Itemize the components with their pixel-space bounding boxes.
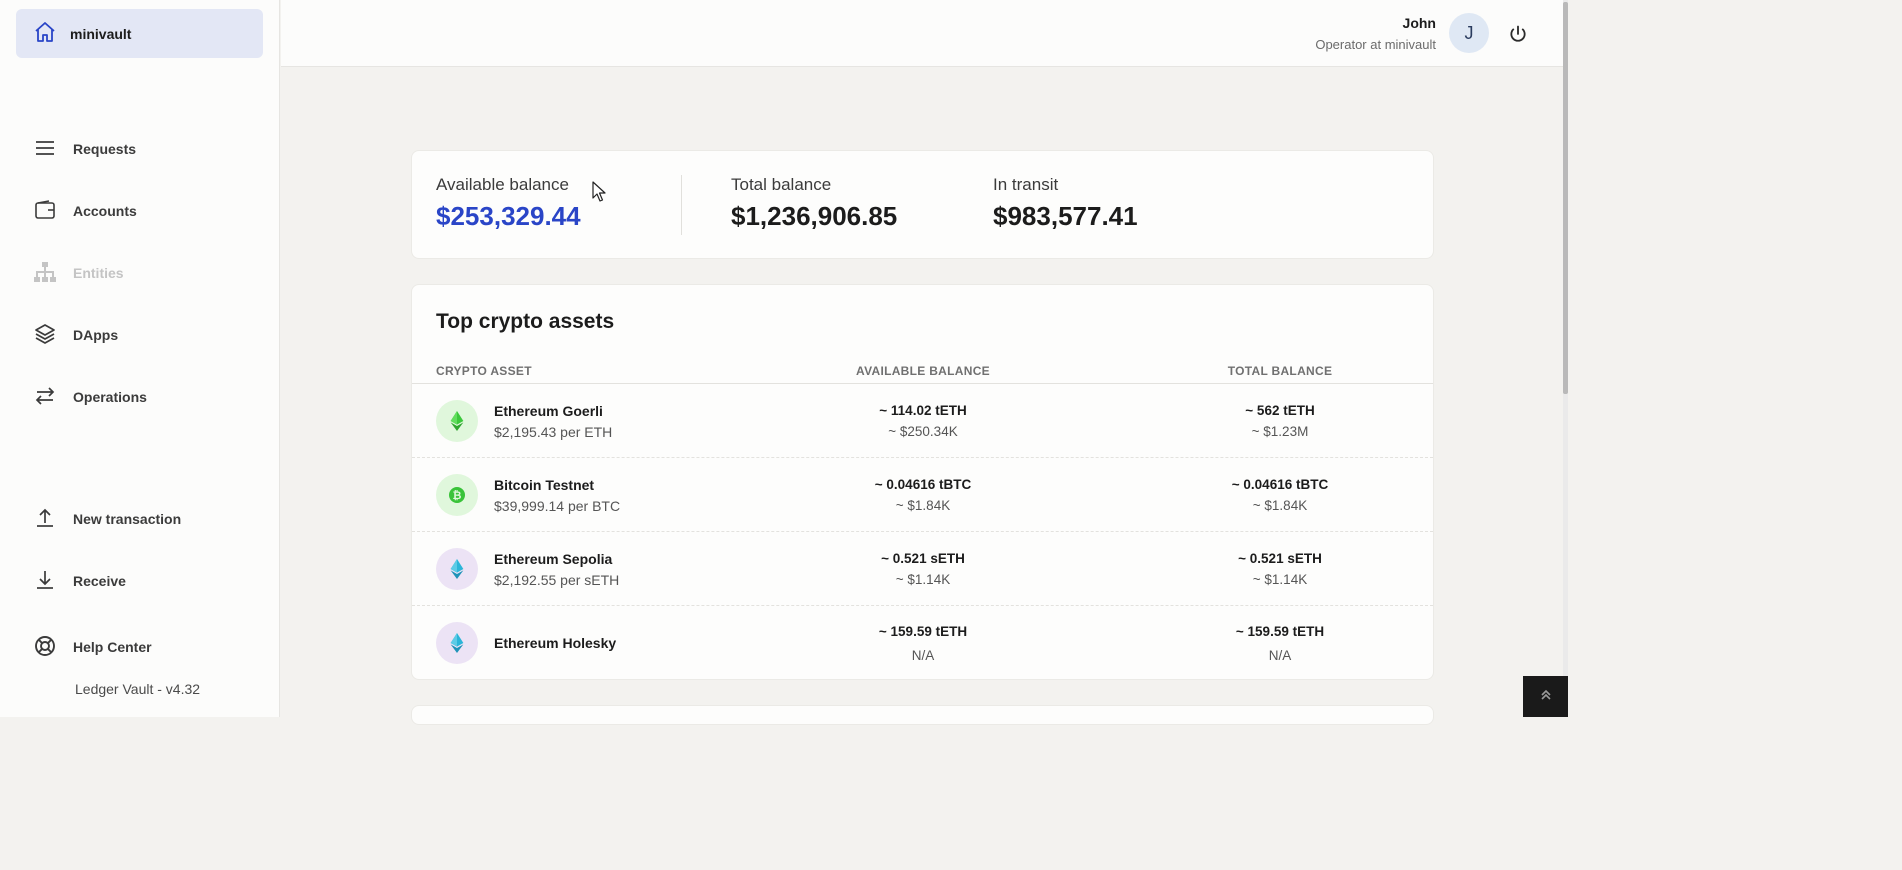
asset-price: $39,999.14 per BTC [494,498,621,514]
available-fiat: ~ $1.14K [895,572,951,587]
nav-label: Accounts [73,203,137,219]
double-chevron-up-icon [1540,688,1552,706]
asset-row[interactable]: Ethereum Holesky ~ 159.59 tETH N/A ~ 159… [412,605,1433,679]
top-crypto-assets-card: Top crypto assets CRYPTO ASSET AVAILABLE… [411,284,1434,680]
nav-dapps[interactable]: DApps [33,323,118,347]
asset-name: Ethereum Sepolia [494,551,613,567]
total-balance-label: Total balance [731,175,832,194]
menu-icon [33,136,57,163]
nav-label: Entities [73,265,124,281]
in-transit: In transit $983,577.41 [993,175,1138,232]
asset-row[interactable]: Ethereum Sepolia $2,192.55 per sETH ~ 0.… [412,531,1433,605]
divider [681,175,682,235]
column-header-asset: CRYPTO ASSET [436,364,532,378]
user-role: Operator at minivault [1315,37,1436,52]
total-amount: ~ 0.04616 tBTC [1231,477,1329,492]
hierarchy-icon [33,260,57,287]
available-amount: ~ 114.02 tETH [879,403,967,418]
total-balance: Total balance $1,236,906.85 [731,175,897,232]
column-header-total: TOTAL BALANCE [1227,364,1333,378]
total-balance-value: $1,236,906.85 [731,201,898,231]
nav-label: New transaction [73,511,182,527]
total-amount: ~ 562 tETH [1245,403,1315,418]
ethereum-icon [436,548,478,590]
nav-label: Receive [73,573,126,589]
nav-label: DApps [73,327,119,343]
available-fiat: ~ $1.84K [895,498,951,513]
scrollbar-thumb[interactable] [1563,2,1568,394]
home-icon [33,20,57,47]
nav-label: Requests [73,141,137,157]
asset-name: Ethereum Holesky [494,635,617,651]
asset-row[interactable]: Ethereum Goerli $2,195.43 per ETH ~ 114.… [412,383,1433,457]
scroll-to-top-button[interactable] [1523,676,1568,717]
user-name: John [1402,15,1436,31]
page-scrollbar[interactable] [1563,0,1568,717]
mouse-cursor-icon [592,181,606,208]
available-amount: ~ 159.59 tETH [878,624,968,639]
balance-summary-card: Available balance $253,329.44 Total bala… [411,150,1434,259]
in-transit-value: $983,577.41 [993,201,1138,231]
asset-name: Bitcoin Testnet [494,477,595,493]
total-fiat: ~ $1.14K [1252,572,1308,587]
upload-icon [33,506,57,533]
asset-price: $2,195.43 per ETH [494,424,613,440]
download-icon [33,568,57,595]
total-fiat: N/A [1268,648,1292,663]
asset-row[interactable]: ₿ Bitcoin Testnet $39,999.14 per BTC ~ 0… [412,457,1433,531]
nav-new-transaction[interactable]: New transaction [33,507,181,531]
nav-accounts[interactable]: Accounts [33,199,137,223]
nav-label: Operations [73,389,147,405]
section-title: Top crypto assets [436,310,615,333]
app-version: Ledger Vault - v4.32 [75,681,201,697]
nav-operations[interactable]: Operations [33,385,147,409]
available-balance: Available balance $253,329.44 [436,175,581,232]
top-bar: John Operator at minivault J [281,0,1564,67]
workspace-name: minivault [70,25,132,42]
asset-price: $2,192.55 per sETH [494,572,620,588]
total-amount: ~ 0.521 sETH [1238,551,1322,566]
available-balance-value: $253,329.44 [436,201,581,231]
nav-requests[interactable]: Requests [33,137,136,161]
wallet-icon [33,198,57,225]
in-transit-label: In transit [993,175,1059,194]
nav-help-center[interactable]: Help Center [33,635,152,659]
asset-name: Ethereum Goerli [494,403,603,419]
available-fiat: N/A [911,648,935,663]
available-amount: ~ 0.521 sETH [881,551,965,566]
total-amount: ~ 159.59 tETH [1235,624,1325,639]
lifebuoy-icon [33,634,57,661]
workspace-home-link[interactable]: minivault [16,9,263,58]
nav-entities[interactable]: Entities [33,261,124,285]
ethereum-icon [436,400,478,442]
available-balance-label: Available balance [436,175,569,194]
column-header-available: AVAILABLE BALANCE [856,364,990,378]
sidebar: minivault Requests Accounts Entities DAp… [0,0,280,717]
available-fiat: ~ $250.34K [888,424,958,439]
available-amount: ~ 0.04616 tBTC [874,477,972,492]
layers-icon [33,322,57,349]
nav-receive[interactable]: Receive [33,569,126,593]
transfer-icon [33,384,57,411]
next-card [411,705,1434,725]
ethereum-icon [436,622,478,664]
power-icon[interactable] [1508,24,1528,49]
total-fiat: ~ $1.84K [1252,498,1308,513]
total-fiat: ~ $1.23M [1251,424,1309,439]
nav-label: Help Center [73,639,152,655]
avatar[interactable]: J [1449,13,1489,53]
bitcoin-icon: ₿ [436,474,478,516]
svg-text:₿: ₿ [453,489,462,502]
